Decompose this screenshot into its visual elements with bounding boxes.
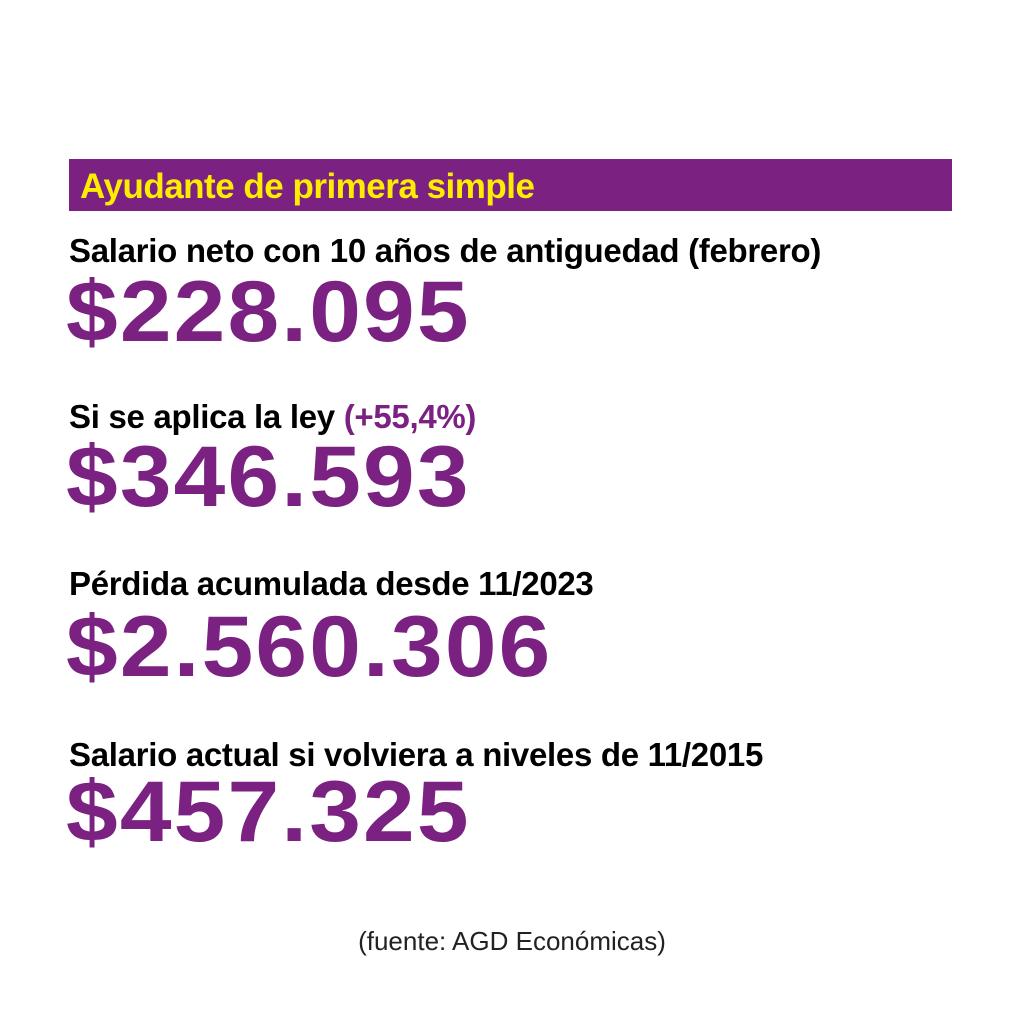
law-label-text: Si se aplica la ley — [69, 398, 335, 435]
value-net-salary: $228.095 — [66, 264, 471, 360]
source-note: (fuente: AGD Económicas) — [358, 926, 666, 956]
section-label-net-salary: Salario neto con 10 años de antiguedad (… — [69, 232, 822, 269]
section-label-law: Si se aplica la ley (+55,4%) — [69, 400, 476, 433]
section-label-2015: Salario actual si volviera a niveles de … — [69, 736, 764, 773]
title-banner — [69, 159, 952, 211]
value-2015: $457.325 — [66, 764, 471, 860]
banner-title: Ayudante de primera simple — [80, 167, 535, 206]
value-law: $346.593 — [66, 429, 471, 525]
law-percentage: (+55,4%) — [343, 398, 477, 435]
value-loss: $2.560.306 — [66, 599, 553, 695]
section-label-loss: Pérdida acumulada desde 11/2023 — [69, 565, 594, 602]
